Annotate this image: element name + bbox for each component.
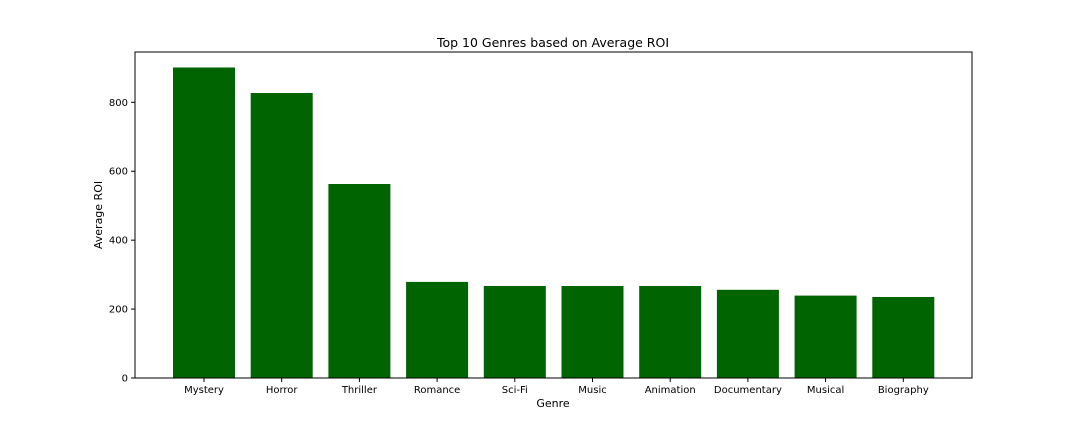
x-tick-label: Mystery (184, 385, 224, 396)
bar-romance (406, 281, 469, 378)
y-tick-label: 600 (109, 167, 128, 178)
x-tick-label: Music (578, 385, 606, 396)
bar-animation (639, 286, 702, 378)
y-tick-label: 200 (109, 305, 128, 316)
bar-biography (872, 297, 935, 378)
bar-musical (794, 295, 857, 378)
y-tick-label: 400 (109, 236, 128, 247)
x-tick-label: Musical (807, 385, 844, 396)
x-tick-label: Biography (878, 385, 929, 396)
y-axis-ticks: 0 200 400 600 800 (109, 98, 135, 385)
y-tick-label: 0 (122, 374, 128, 385)
bar-sci-fi (483, 286, 546, 378)
x-tick-label: Documentary (714, 385, 782, 396)
x-axis-ticks: Mystery Horror Thriller Romance Sci-Fi Music A… (184, 378, 929, 396)
y-tick-label: 800 (109, 98, 128, 109)
bar-music (561, 286, 624, 378)
bar-mystery (173, 67, 235, 378)
plot-frame (134, 51, 973, 379)
bar-thriller (328, 184, 391, 378)
x-tick-label: Thriller (341, 385, 378, 396)
x-tick-label: Romance (414, 385, 460, 396)
x-axis-label: Genre (536, 397, 570, 410)
bar-series (173, 67, 935, 378)
x-tick-label: Sci-Fi (502, 385, 528, 396)
x-tick-label: Animation (645, 385, 696, 396)
chart-title: Top 10 Genres based on Average ROI (436, 35, 669, 50)
y-axis-label: Average ROI (92, 181, 105, 249)
bar-horror (250, 93, 313, 378)
x-tick-label: Horror (266, 385, 299, 396)
bar-documentary (716, 289, 779, 378)
